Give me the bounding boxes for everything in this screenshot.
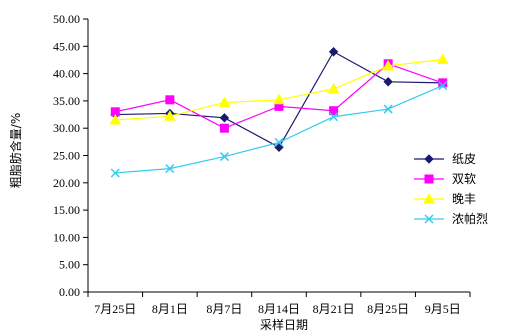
y-tick-label: 35.00 xyxy=(53,94,80,108)
y-tick-label: 45.00 xyxy=(53,39,80,53)
x-tick-label: 7月25日 xyxy=(94,302,136,316)
data-point xyxy=(219,152,229,162)
legend-item: 晚丰 xyxy=(414,192,476,206)
x-tick-label: 8月7日 xyxy=(206,302,242,316)
legend-item: 浓帕烈 xyxy=(414,211,488,226)
y-tick-label: 10.00 xyxy=(53,230,80,244)
series-2 xyxy=(109,53,449,125)
data-point xyxy=(382,59,394,71)
data-point xyxy=(164,110,176,121)
series-layer xyxy=(109,47,449,178)
data-point xyxy=(423,192,435,204)
data-point xyxy=(110,168,120,178)
data-point xyxy=(438,81,448,91)
data-point xyxy=(383,77,393,87)
legend-label: 双软 xyxy=(452,172,476,186)
data-point xyxy=(165,95,175,105)
legend-label: 晚丰 xyxy=(452,192,476,206)
chart-axes xyxy=(87,19,470,293)
data-point xyxy=(329,112,339,122)
x-axis-title: 采样日期 xyxy=(260,317,308,331)
data-point xyxy=(383,104,393,114)
data-point xyxy=(328,47,339,57)
data-point xyxy=(165,164,175,174)
data-point xyxy=(329,106,339,116)
y-tick-label: 20.00 xyxy=(53,176,80,190)
data-point xyxy=(436,53,449,64)
x-tick-label: 8月21日 xyxy=(313,302,355,316)
data-point xyxy=(424,154,434,164)
data-point xyxy=(218,96,231,108)
x-tick-label: 8月25日 xyxy=(367,302,409,316)
y-tick-label: 0.00 xyxy=(59,285,80,299)
legend-label: 纸皮 xyxy=(452,152,476,166)
data-point xyxy=(109,113,122,125)
series-1 xyxy=(110,59,448,133)
data-point xyxy=(274,137,284,147)
x-tick-label: 8月14日 xyxy=(258,302,300,316)
data-point xyxy=(438,78,448,88)
data-point xyxy=(219,113,230,123)
series-3 xyxy=(110,81,448,178)
x-tick-label: 9月5日 xyxy=(425,302,461,316)
y-tick-label: 5.00 xyxy=(59,258,80,272)
legend-item: 纸皮 xyxy=(414,152,476,166)
y-axis-ticks: 0.00 5.00 10.00 15.00 20.00 25.00 30.00 35.00 40… xyxy=(53,12,88,299)
series-line xyxy=(115,58,443,121)
data-point xyxy=(219,123,229,133)
x-tick-label: 8月1日 xyxy=(152,302,188,316)
y-tick-label: 30.00 xyxy=(53,121,80,135)
y-tick-label: 25.00 xyxy=(53,149,80,163)
y-axis-title: 粗脂肪含量/% xyxy=(8,113,23,188)
x-axis-ticks: 7月25日 8月1日 8月7日 8月14日 8月21日 8月25日 9月5日 xyxy=(87,292,471,316)
y-tick-label: 15.00 xyxy=(53,203,80,217)
y-tick-label: 50.00 xyxy=(53,12,80,26)
y-tick-label: 40.00 xyxy=(53,67,80,81)
data-point xyxy=(424,174,434,184)
data-point xyxy=(327,82,340,94)
legend-label: 浓帕烈 xyxy=(452,211,488,226)
data-point xyxy=(424,214,434,224)
legend-item: 双软 xyxy=(414,172,476,186)
data-point xyxy=(273,93,285,105)
